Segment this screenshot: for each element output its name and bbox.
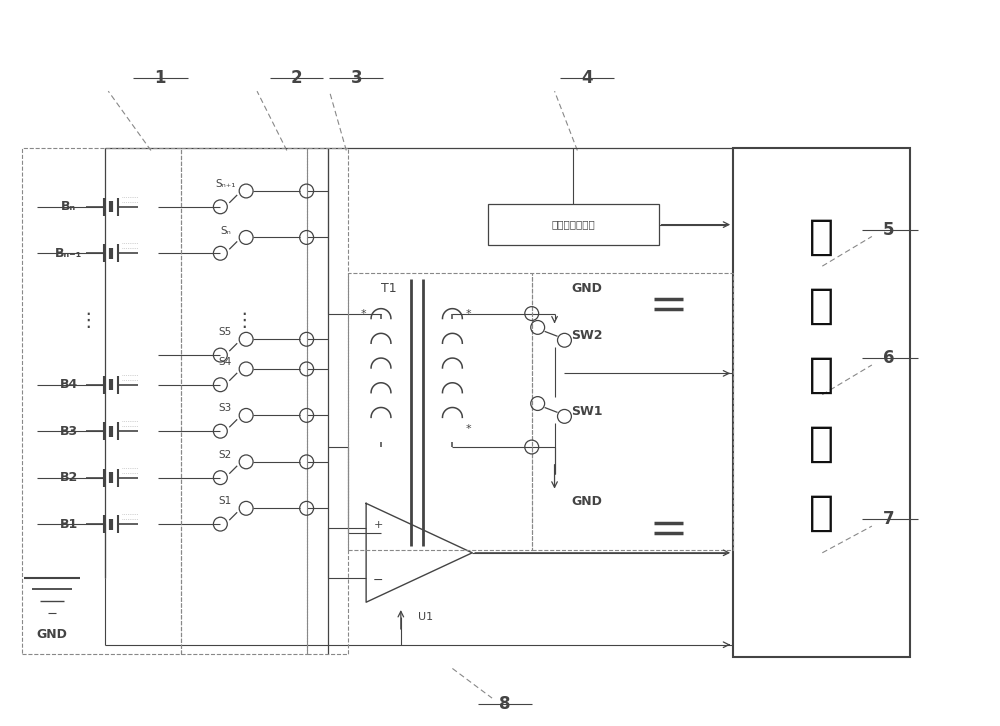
Text: S5: S5	[219, 327, 232, 338]
Text: S3: S3	[219, 404, 232, 414]
Text: 8: 8	[499, 695, 511, 713]
Text: Bₙ: Bₙ	[61, 200, 76, 213]
Text: GND: GND	[571, 495, 602, 508]
Text: +: +	[373, 520, 383, 530]
Text: B2: B2	[60, 471, 78, 484]
Text: GND: GND	[36, 628, 67, 641]
Text: S2: S2	[219, 450, 232, 460]
Text: S1: S1	[219, 497, 232, 507]
Text: Bₙ₋₁: Bₙ₋₁	[55, 247, 82, 260]
Text: 器: 器	[809, 492, 834, 534]
Text: ⋮: ⋮	[79, 311, 98, 330]
Text: Sₙ: Sₙ	[220, 226, 231, 235]
Text: 4: 4	[581, 69, 593, 87]
Text: *: *	[465, 424, 471, 434]
Text: Sₙ₊₁: Sₙ₊₁	[215, 179, 236, 189]
Text: ⋮: ⋮	[234, 311, 254, 330]
Text: T1: T1	[381, 282, 397, 295]
Bar	[307, 147, 348, 653]
Text: 制: 制	[809, 423, 834, 465]
Bar	[488, 204, 659, 245]
Text: SW2: SW2	[571, 329, 603, 342]
Text: 3: 3	[350, 69, 362, 87]
Text: 电池组电压采样: 电池组电压采样	[552, 219, 595, 229]
Text: 衡: 衡	[809, 285, 834, 327]
Text: 5: 5	[883, 221, 894, 239]
Text: 1: 1	[154, 69, 166, 87]
Text: *: *	[360, 309, 366, 319]
Bar	[532, 273, 733, 550]
Text: B3: B3	[60, 425, 78, 438]
Text: B1: B1	[60, 518, 78, 531]
Bar	[22, 147, 181, 653]
Text: 控: 控	[809, 354, 834, 396]
Bar	[733, 147, 910, 656]
Text: 6: 6	[883, 349, 894, 367]
Text: B4: B4	[60, 378, 78, 391]
Text: U1: U1	[418, 612, 433, 622]
Bar	[181, 147, 307, 653]
Text: −: −	[373, 574, 383, 587]
Text: 均: 均	[809, 216, 834, 258]
Text: 7: 7	[883, 510, 895, 529]
Text: 2: 2	[291, 69, 303, 87]
Text: GND: GND	[571, 282, 602, 295]
Text: SW1: SW1	[571, 405, 603, 418]
Text: S4: S4	[219, 357, 232, 367]
Bar	[348, 273, 532, 550]
Text: *: *	[465, 309, 471, 319]
